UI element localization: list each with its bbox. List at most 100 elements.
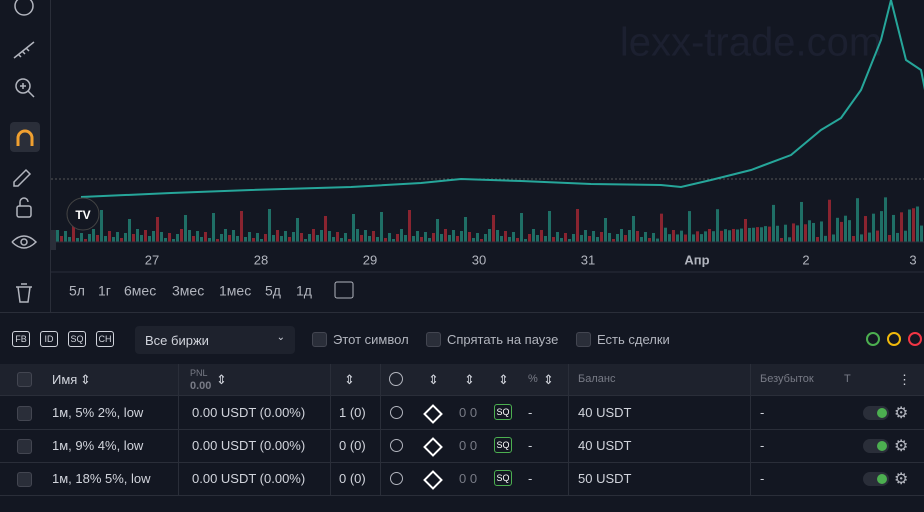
volume-bar: [304, 239, 307, 242]
volume-bar: [120, 238, 123, 242]
settings-button[interactable]: ⚙: [894, 405, 909, 422]
timeframe-button[interactable]: 5л: [69, 283, 85, 299]
volume-bar: [484, 234, 487, 242]
volume-bar: [204, 232, 207, 242]
col-pnl[interactable]: PNL: [190, 368, 208, 378]
volume-bar: [624, 235, 627, 242]
volume-bar: [252, 238, 255, 242]
volume-bar: [308, 234, 311, 242]
volume-bar: [756, 227, 759, 242]
volume-bar: [772, 204, 775, 242]
checkbox[interactable]: [312, 332, 327, 347]
toolbar-icons: [10, 0, 40, 303]
volume-bar: [100, 210, 103, 242]
volume-bar: [504, 231, 507, 242]
volume-bar: [80, 233, 83, 242]
volume-bar: [396, 234, 399, 242]
volume-bar: [508, 237, 511, 242]
volume-bar: [800, 201, 803, 242]
volume-bar: [492, 215, 495, 242]
volume-bar: [276, 230, 279, 242]
filter-tag[interactable]: SQ: [68, 331, 86, 347]
timeframe-button[interactable]: 1д: [296, 283, 312, 299]
cell-pause: 0 0: [459, 471, 478, 486]
volume-bar: [728, 230, 731, 242]
exchange-select[interactable]: Все биржи ⌄: [135, 326, 295, 354]
checkbox[interactable]: [576, 332, 591, 347]
status-circle[interactable]: [390, 472, 403, 485]
volume-bar: [472, 238, 475, 242]
timeframe-button[interactable]: 3мес: [172, 283, 204, 299]
row-checkbox[interactable]: [17, 472, 32, 487]
volume-bar: [256, 233, 259, 242]
settings-button[interactable]: ⚙: [894, 438, 909, 455]
volume-bar: [784, 224, 787, 242]
volume-bar: [548, 211, 551, 242]
volume-bar: [740, 228, 743, 242]
x-axis-label: 29: [363, 252, 377, 267]
volume-bar: [340, 238, 343, 242]
col-name[interactable]: Имя: [52, 372, 78, 387]
volume-bar: [608, 233, 611, 242]
volume-bar: [656, 238, 659, 242]
volume-bar: [840, 221, 843, 242]
checkbox[interactable]: [426, 332, 441, 347]
table-header: Имя ⇕ PNL 0.00 ⇕ ⇕ ⇕ ⇕ ⇕ % ⇕ Баланс Безубыто…: [0, 364, 924, 396]
filter-tag[interactable]: CH: [96, 331, 114, 347]
volume-bar: [676, 234, 679, 242]
col-breakeven[interactable]: Безубыток: [760, 373, 814, 385]
volume-bar: [420, 237, 423, 242]
volume-bar: [400, 229, 403, 242]
settings-button[interactable]: ⚙: [894, 471, 909, 488]
volume-bar: [804, 224, 807, 242]
filter-tag[interactable]: FB: [12, 331, 30, 347]
volume-bar: [536, 235, 539, 242]
volume-bar: [888, 235, 891, 242]
volume-bar: [324, 216, 327, 242]
volume-bar: [296, 218, 299, 242]
toggle[interactable]: [863, 472, 889, 486]
col-divider: [330, 396, 331, 429]
toolbar: [0, 0, 51, 312]
timeframe-button[interactable]: 5д: [265, 283, 281, 299]
col-divider: [380, 462, 381, 495]
volume-bar: [700, 234, 703, 242]
toggle[interactable]: [863, 439, 889, 453]
status-circle[interactable]: [390, 406, 403, 419]
volume-bar: [704, 231, 707, 242]
volume-bar: [436, 219, 439, 242]
volume-bar: [664, 227, 667, 242]
col-percent[interactable]: %: [528, 373, 538, 385]
volume-bar: [64, 231, 67, 242]
volume-bar: [892, 214, 895, 242]
volume-bar: [264, 234, 267, 242]
volume-bar: [384, 238, 387, 242]
volume-bar: [816, 237, 819, 242]
col-balance[interactable]: Баланс: [578, 373, 616, 385]
x-axis-label: 31: [581, 252, 595, 267]
volume-bar: [520, 213, 523, 242]
goto-date[interactable]: [334, 281, 354, 299]
checkbox-label: Есть сделки: [597, 332, 670, 347]
timeframe-button[interactable]: 1г: [98, 283, 111, 299]
col-divider: [568, 462, 569, 495]
collapse-button[interactable]: [51, 230, 56, 250]
filter-tag[interactable]: ID: [40, 331, 58, 347]
toggle[interactable]: [863, 406, 889, 420]
col-t[interactable]: Т: [844, 373, 851, 385]
row-checkbox[interactable]: [17, 439, 32, 454]
volume-bar: [216, 239, 219, 242]
timeframe-button[interactable]: 1мес: [219, 283, 251, 299]
bot-row: 1м, 9% 4%, low 0.00 USDT (0.00%) 0 (0) 0 0 -…: [0, 429, 924, 463]
volume-bar: [684, 234, 687, 242]
checkbox-label: Этот символ: [333, 332, 409, 347]
checkbox-label: Спрятать на паузе: [447, 332, 559, 347]
volume-bar: [648, 238, 651, 242]
volume-bar: [884, 197, 887, 242]
volume-bar: [860, 234, 863, 242]
status-circle[interactable]: [390, 439, 403, 452]
timeframe-button[interactable]: 6мес: [124, 283, 156, 299]
volume-bar: [392, 239, 395, 242]
row-checkbox[interactable]: [17, 406, 32, 421]
pnl-total: 0.00: [190, 380, 212, 392]
